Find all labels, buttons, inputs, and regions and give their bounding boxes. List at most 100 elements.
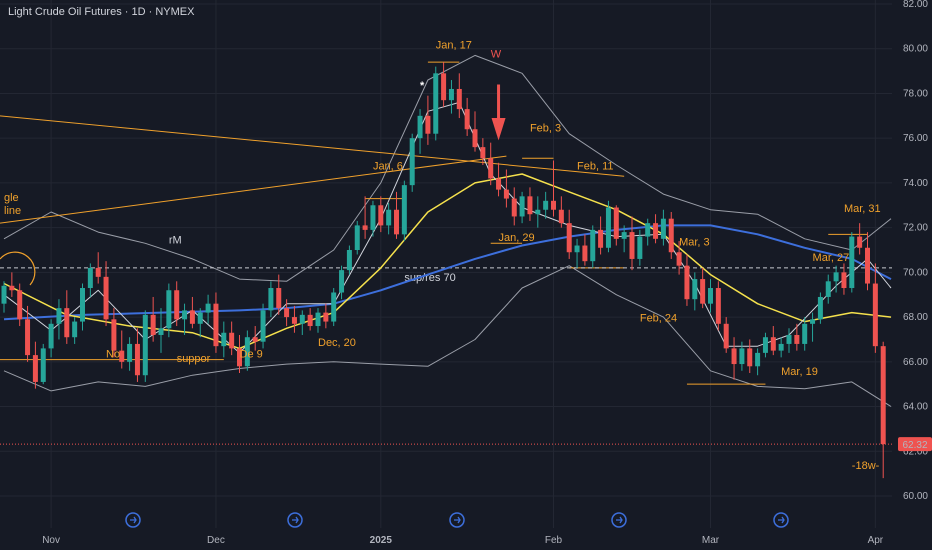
candle-body xyxy=(119,350,125,362)
annotation-label: -18w- xyxy=(852,460,880,472)
candle-body xyxy=(111,319,117,351)
annotations: Jan, 17 Jan, 6 Feb, 3 Feb, 11 Jan, 29 Dec, 20… xyxy=(4,40,881,472)
candle-body xyxy=(802,323,808,344)
candle-body xyxy=(237,348,242,367)
candle-body xyxy=(747,348,753,367)
candle-body xyxy=(189,310,195,324)
annotation-label: No xyxy=(106,348,120,360)
candle-body xyxy=(166,290,172,329)
trend-lines xyxy=(0,61,868,385)
x-tick-label: Nov xyxy=(42,535,60,546)
annotation-label: De 9 xyxy=(240,348,263,360)
candle-body xyxy=(543,200,549,210)
candle-body xyxy=(723,323,729,349)
candle-body xyxy=(370,205,376,230)
candle-body xyxy=(762,337,768,353)
annotation-label: * xyxy=(420,80,425,92)
candle-body xyxy=(770,337,776,351)
candle-body xyxy=(95,267,101,277)
event-marker-icon xyxy=(611,512,627,528)
candle-body xyxy=(464,109,470,130)
event-arrow-icon xyxy=(616,516,623,524)
candle-body xyxy=(142,314,148,376)
candle-body xyxy=(833,272,839,282)
candle-body xyxy=(221,332,227,347)
candle-body xyxy=(566,223,572,253)
candle-body xyxy=(197,312,203,324)
x-tick-label: 2025 xyxy=(370,535,393,546)
candle-body xyxy=(865,247,870,284)
trend-line-descending xyxy=(0,115,625,177)
annotation-label: Feb, 3 xyxy=(530,122,561,134)
candle-body xyxy=(715,288,721,324)
candle-body xyxy=(378,205,384,226)
candle-body xyxy=(362,225,368,230)
candle-body xyxy=(386,209,392,226)
candle-body xyxy=(488,158,494,179)
candle-body xyxy=(786,334,792,344)
bollinger-upper-line xyxy=(3,54,892,282)
annotation-label: Jan, 17 xyxy=(436,40,472,52)
candle-body xyxy=(80,288,85,322)
candle-body xyxy=(872,283,878,347)
candle-body xyxy=(134,343,140,376)
annotation-label: Mar, 19 xyxy=(781,366,818,378)
trend-line-ascending xyxy=(0,155,507,224)
event-marker-icon xyxy=(773,512,789,528)
candle-body xyxy=(503,189,509,199)
y-tick-label: 74.00 xyxy=(903,178,928,189)
candle-body xyxy=(519,196,525,217)
annotation-label: Mar, 3 xyxy=(679,237,710,249)
chart-title: Light Crude Oil Futures · 1D · NYMEX xyxy=(8,6,195,18)
candle-body xyxy=(299,314,305,324)
annotation-label: line xyxy=(4,205,21,217)
circle-marker xyxy=(0,251,36,286)
candle-body xyxy=(284,308,290,318)
y-tick-label: 82.00 xyxy=(903,0,928,10)
x-axis: Nov Dec 2025 Feb Mar Apr xyxy=(42,535,884,546)
candle-body xyxy=(880,346,886,445)
candle-body xyxy=(25,319,31,356)
candle-body xyxy=(331,292,337,322)
candle-body xyxy=(354,225,360,250)
candle-body xyxy=(668,218,674,253)
annotation-label: Feb, 24 xyxy=(640,313,677,325)
candle-body xyxy=(605,207,611,248)
candle-body xyxy=(64,308,70,338)
candle-body xyxy=(739,348,745,365)
annotation-label: suppor xyxy=(177,353,211,365)
candle-body xyxy=(613,207,619,239)
candle-body xyxy=(339,270,345,293)
candle-body xyxy=(660,218,666,239)
candle-body xyxy=(692,279,698,300)
annotation-label: gle xyxy=(4,192,19,204)
candle-body xyxy=(32,355,38,382)
candle-body xyxy=(260,310,266,342)
candle-body xyxy=(810,319,816,324)
candle-body xyxy=(56,308,62,324)
candle-body xyxy=(700,279,706,304)
candle-body xyxy=(653,223,659,239)
candle-body xyxy=(409,138,415,186)
ma-slow-line xyxy=(3,224,892,321)
candle-body xyxy=(346,250,352,271)
event-arrow-icon xyxy=(454,516,461,524)
candle-body xyxy=(315,312,321,327)
y-axis: 60.00 62.00 64.00 66.00 68.00 70.00 72.00 74.00… xyxy=(898,0,932,502)
candle-body xyxy=(535,209,541,215)
candle-body xyxy=(276,288,282,309)
candle-body xyxy=(394,209,399,235)
x-tick-label: Apr xyxy=(868,535,884,546)
y-tick-label: 72.00 xyxy=(903,223,928,234)
candlesticks xyxy=(1,62,886,479)
candle-body xyxy=(433,73,439,134)
candle-body xyxy=(551,200,556,210)
candle-body xyxy=(841,272,847,289)
candle-body xyxy=(731,348,737,365)
candle-body xyxy=(574,245,580,253)
x-tick-label: Dec xyxy=(207,535,225,546)
candle-body xyxy=(127,343,133,362)
event-marker-icon xyxy=(287,512,303,528)
